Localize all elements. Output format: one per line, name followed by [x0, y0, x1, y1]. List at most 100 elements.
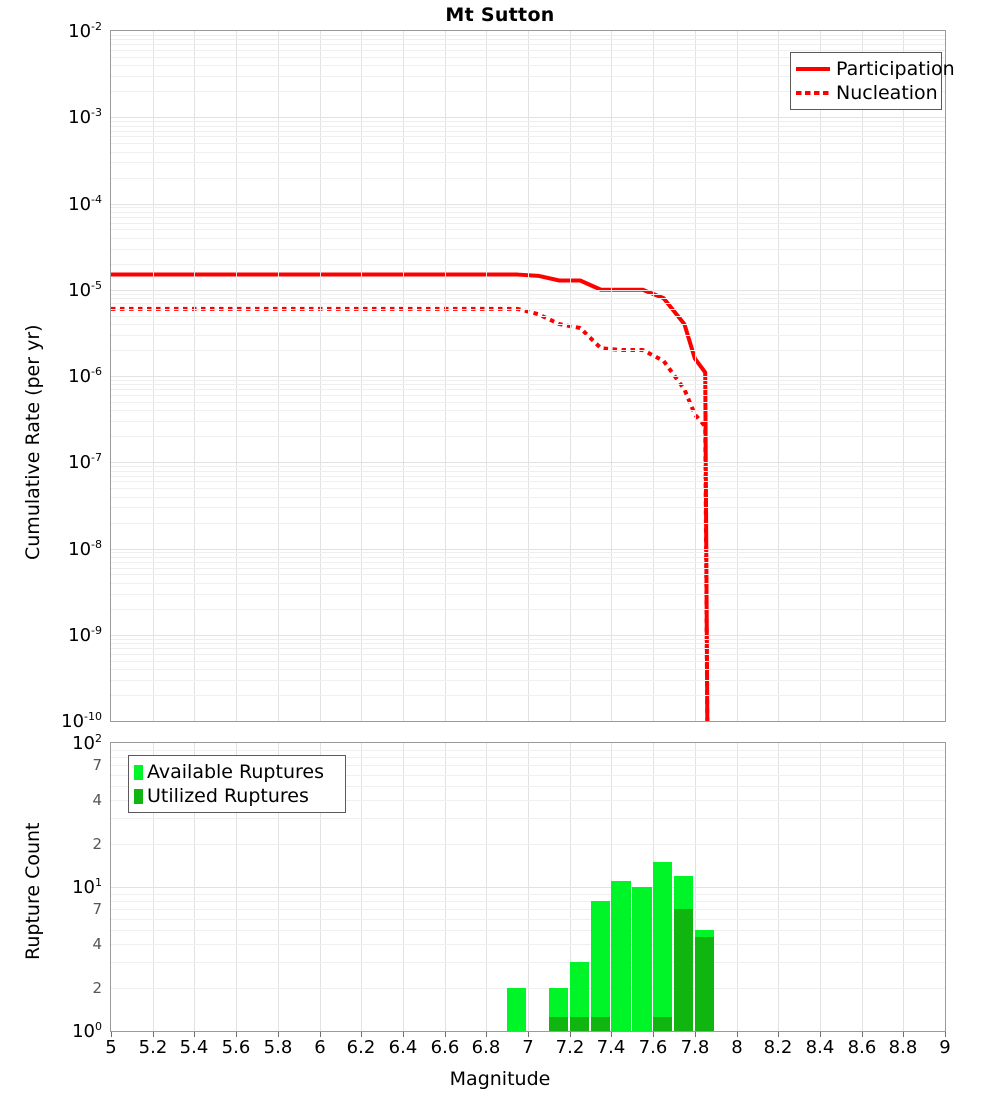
gridline-horizontal: [111, 389, 945, 390]
gridline-horizontal: [111, 264, 945, 265]
bottom-y-tick: 101: [72, 876, 102, 898]
utilized-ruptures-segment: [674, 909, 694, 1031]
rupture-count-bar: [507, 987, 527, 1031]
available-ruptures-segment: [653, 861, 673, 1031]
x-tick-label: 9: [939, 1037, 951, 1058]
gridline-horizontal: [111, 609, 945, 610]
x-tick-label: 7.2: [555, 1037, 585, 1058]
gridline-horizontal: [111, 594, 945, 595]
gridline-horizontal: [111, 471, 945, 472]
gridline-horizontal: [111, 143, 945, 144]
x-tick-mark: [778, 1032, 779, 1037]
gridline-horizontal: [111, 223, 945, 224]
gridline-horizontal: [111, 207, 945, 208]
utilized-swatch-icon: [134, 788, 143, 804]
gridline-horizontal: [111, 919, 945, 920]
gridline-horizontal: [111, 635, 945, 636]
gridline-horizontal: [111, 476, 945, 477]
bottom-y-tick: 4: [92, 935, 102, 954]
bottom-y-tick: 2: [92, 978, 102, 997]
mfd-legend: Participation Nucleation: [790, 52, 955, 110]
gridline-horizontal: [111, 316, 945, 317]
x-tick-label: 8.8: [888, 1037, 918, 1058]
x-tick-mark: [194, 1032, 195, 1037]
gridline-horizontal: [111, 402, 945, 403]
gridline-horizontal: [111, 639, 945, 640]
gridline-horizontal: [111, 552, 945, 553]
legend-item-participation: Participation: [796, 57, 955, 81]
x-tick-mark: [403, 1032, 404, 1037]
gridline-horizontal: [111, 765, 945, 766]
gridline-horizontal: [111, 648, 945, 649]
gridline-horizontal: [111, 574, 945, 575]
x-tick-label: 5.4: [179, 1037, 209, 1058]
gridline-horizontal: [111, 887, 945, 888]
gridline-horizontal: [111, 303, 945, 304]
legend-item-utilized: Utilized Ruptures: [134, 784, 339, 808]
gridline-horizontal: [111, 757, 945, 758]
x-tick-mark: [945, 1032, 946, 1037]
x-tick-label: 6: [314, 1037, 326, 1058]
gridline-horizontal: [111, 800, 945, 801]
gridline-horizontal: [111, 217, 945, 218]
top-y-tick: 10-4: [68, 192, 102, 215]
x-tick-mark: [653, 1032, 654, 1037]
top-y-tick: 10-3: [68, 106, 102, 129]
top-y-tick: 10-9: [68, 623, 102, 646]
bottom-y-tick: 7: [92, 900, 102, 919]
gridline-horizontal: [111, 962, 945, 963]
bottom-y-tick: 2: [92, 834, 102, 853]
x-axis-title: Magnitude: [449, 1068, 551, 1090]
gridline-horizontal: [111, 395, 945, 396]
gridline-horizontal: [111, 39, 945, 40]
gridline-horizontal: [111, 91, 945, 92]
gridline-horizontal: [111, 750, 945, 751]
gridline-horizontal: [111, 894, 945, 895]
x-tick-mark: [361, 1032, 362, 1037]
gridline-horizontal: [111, 488, 945, 489]
x-tick-label: 7.8: [680, 1037, 710, 1058]
x-tick-mark: [111, 1032, 112, 1037]
gridline-horizontal: [111, 523, 945, 524]
gridline-horizontal: [111, 162, 945, 163]
gridline-horizontal: [111, 136, 945, 137]
gridline-horizontal: [111, 643, 945, 644]
rupture-count-bar: [674, 875, 694, 1031]
gridline-horizontal: [111, 376, 945, 377]
dotted-line-icon: [796, 91, 830, 95]
x-tick-label: 7: [522, 1037, 534, 1058]
top-y-tick: 10-8: [68, 537, 102, 560]
x-tick-label: 6.4: [388, 1037, 418, 1058]
gridline-horizontal: [111, 380, 945, 381]
x-tick-mark: [862, 1032, 863, 1037]
gridline-horizontal: [111, 335, 945, 336]
gridline-horizontal: [111, 944, 945, 945]
x-tick-mark: [695, 1032, 696, 1037]
gridline-horizontal: [111, 436, 945, 437]
gridline-horizontal: [111, 930, 945, 931]
top-y-tick: 10-7: [68, 451, 102, 474]
x-tick-label: 8.2: [763, 1037, 793, 1058]
rupture-count-bar: [569, 962, 589, 1031]
gridline-horizontal: [111, 229, 945, 230]
x-tick-mark: [820, 1032, 821, 1037]
gridline-horizontal: [111, 421, 945, 422]
x-tick-label: 6.8: [471, 1037, 501, 1058]
gridline-horizontal: [111, 669, 945, 670]
gridline-horizontal: [111, 786, 945, 787]
gridline-horizontal: [111, 497, 945, 498]
gridline-horizontal: [111, 204, 945, 205]
rupture-count-bar: [548, 987, 569, 1031]
rupture-count-bar: [611, 881, 631, 1031]
gridline-horizontal: [111, 152, 945, 153]
cumulative-rate-plot: [110, 30, 946, 722]
gridline-horizontal: [111, 507, 945, 508]
available-ruptures-segment: [569, 962, 589, 1031]
gridline-horizontal: [111, 844, 945, 845]
gridline-horizontal: [111, 309, 945, 310]
x-tick-mark: [737, 1032, 738, 1037]
x-tick-label: 5: [105, 1037, 117, 1058]
gridline-horizontal: [111, 661, 945, 662]
rupture-legend: Available Ruptures Utilized Ruptures: [128, 755, 346, 813]
solid-line-icon: [796, 67, 830, 71]
